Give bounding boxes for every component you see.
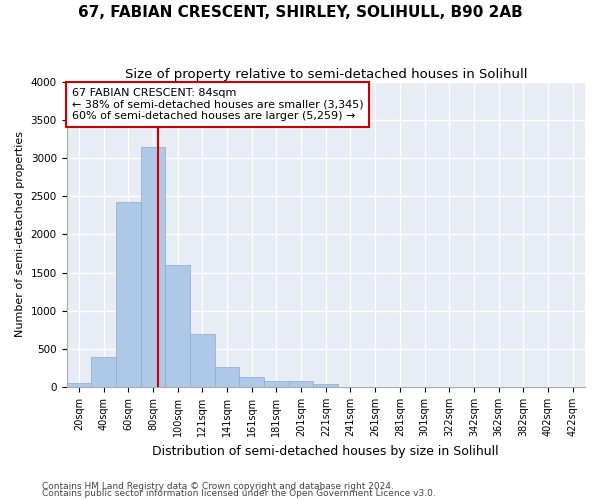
Bar: [67, 384, 91, 387]
Bar: [91, 358, 116, 387]
Text: 67, FABIAN CRESCENT, SHIRLEY, SOLIHULL, B90 2AB: 67, FABIAN CRESCENT, SHIRLEY, SOLIHULL, …: [77, 5, 523, 20]
X-axis label: Distribution of semi-detached houses by size in Solihull: Distribution of semi-detached houses by …: [152, 444, 499, 458]
Text: Contains HM Land Registry data © Crown copyright and database right 2024.: Contains HM Land Registry data © Crown c…: [42, 482, 394, 491]
Title: Size of property relative to semi-detached houses in Solihull: Size of property relative to semi-detach…: [125, 68, 527, 80]
Bar: [313, 384, 338, 387]
Bar: [264, 382, 289, 387]
Text: 67 FABIAN CRESCENT: 84sqm
← 38% of semi-detached houses are smaller (3,345)
60% : 67 FABIAN CRESCENT: 84sqm ← 38% of semi-…: [72, 88, 364, 121]
Bar: [140, 146, 165, 387]
Bar: [215, 367, 239, 387]
Bar: [239, 377, 264, 387]
Text: Contains public sector information licensed under the Open Government Licence v3: Contains public sector information licen…: [42, 490, 436, 498]
Bar: [116, 202, 140, 387]
Bar: [190, 334, 215, 387]
Bar: [289, 382, 313, 387]
Bar: [165, 265, 190, 387]
Y-axis label: Number of semi-detached properties: Number of semi-detached properties: [15, 132, 25, 338]
